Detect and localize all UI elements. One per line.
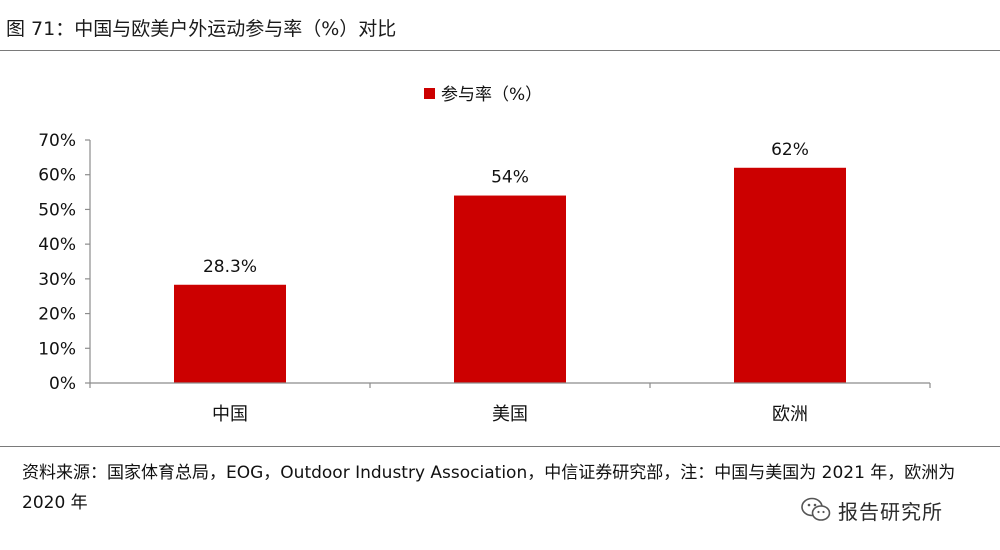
data-label: 54%	[491, 168, 529, 188]
watermark-text: 报告研究所	[838, 499, 943, 524]
y-tick-label: 50%	[38, 200, 76, 220]
y-tick-label: 10%	[38, 339, 76, 359]
figure-title: 图 71：中国与欧美户外运动参与率（%）对比	[6, 18, 397, 40]
x-tick-label: 美国	[492, 404, 528, 425]
y-axis: 0% 10% 20% 30% 40% 50% 60% 70%	[38, 131, 91, 394]
wechat-icon	[801, 497, 831, 521]
source-divider	[0, 446, 1000, 447]
bar	[174, 284, 286, 383]
source-note: 资料来源：国家体育总局，EOG，Outdoor Industry Associa…	[22, 463, 956, 513]
y-tick-label: 20%	[38, 305, 76, 325]
x-tick-label: 欧洲	[772, 404, 808, 425]
bar	[454, 195, 566, 383]
x-axis: 中国 美国 欧洲	[89, 382, 931, 425]
legend-label: 参与率（%）	[441, 85, 542, 105]
y-tick-label: 60%	[38, 166, 76, 186]
data-label: 28.3%	[203, 257, 257, 277]
bar	[734, 167, 846, 383]
legend-swatch	[424, 88, 435, 99]
y-tick-label: 0%	[49, 374, 76, 394]
watermark: 报告研究所	[800, 490, 943, 530]
title-divider	[0, 50, 1000, 51]
chart-legend: 参与率（%）	[424, 85, 542, 105]
data-label: 62%	[771, 140, 809, 160]
x-tick-label: 中国	[212, 404, 248, 425]
bars: 28.3% 54% 62%	[174, 140, 846, 383]
y-tick-label: 40%	[38, 235, 76, 255]
bar-chart: 参与率（%） 0% 10% 20% 30% 40% 50% 60% 70% 28.3% 54% 6…	[38, 85, 931, 425]
y-tick-label: 70%	[38, 131, 76, 151]
y-tick-label: 30%	[38, 270, 76, 290]
